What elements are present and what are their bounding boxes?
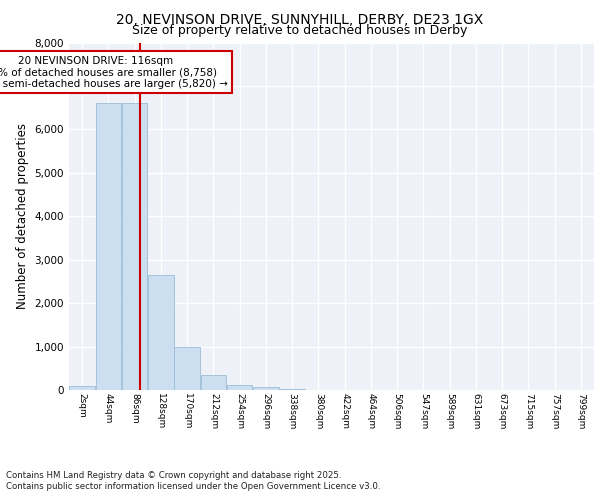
Text: Contains public sector information licensed under the Open Government Licence v3: Contains public sector information licen…	[6, 482, 380, 491]
Bar	[95, 104, 121, 390]
Bar	[148, 275, 173, 390]
Bar	[200, 375, 226, 390]
Bar	[227, 385, 253, 390]
Bar	[175, 346, 200, 390]
Text: 20, NEVINSON DRIVE, SUNNYHILL, DERBY, DE23 1GX: 20, NEVINSON DRIVE, SUNNYHILL, DERBY, DE…	[116, 12, 484, 26]
Bar	[122, 104, 148, 390]
Text: 20 NEVINSON DRIVE: 116sqm
← 60% of detached houses are smaller (8,758)
40% of se: 20 NEVINSON DRIVE: 116sqm ← 60% of detac…	[0, 56, 227, 88]
Bar	[280, 389, 305, 390]
Text: Size of property relative to detached houses in Derby: Size of property relative to detached ho…	[133, 24, 467, 37]
Y-axis label: Number of detached properties: Number of detached properties	[16, 123, 29, 309]
Bar	[253, 388, 278, 390]
Text: Contains HM Land Registry data © Crown copyright and database right 2025.: Contains HM Land Registry data © Crown c…	[6, 471, 341, 480]
Bar	[70, 386, 95, 390]
